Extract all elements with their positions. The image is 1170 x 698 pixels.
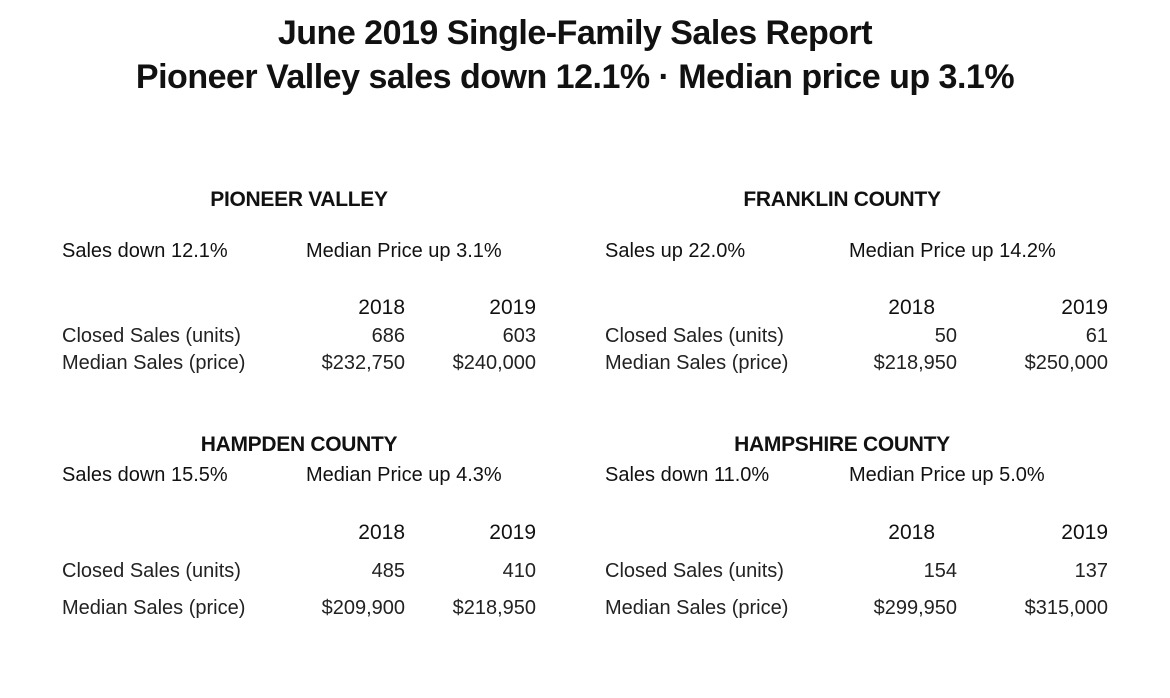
median-sales-2018: $209,900 (321, 597, 405, 619)
sales-change: Sales down 11.0% (605, 464, 770, 486)
year-header-2019: 2019 (1061, 521, 1108, 544)
closed-sales-2018: 50 (934, 325, 957, 347)
report-subtitle: Pioneer Valley sales down 12.1% · Median… (135, 58, 1015, 96)
closed-sales-2019: 410 (502, 560, 536, 582)
median-sales-2018: $218,950 (873, 352, 957, 374)
median-sales-label: Median Sales (price) (62, 597, 246, 619)
year-header-2019: 2019 (489, 296, 536, 319)
closed-sales-2019: 137 (1074, 560, 1108, 582)
closed-sales-2019: 603 (502, 325, 536, 347)
region-block-franklin-county: FRANKLIN COUNTY Sales up 22.0% Median Pr… (605, 188, 1108, 448)
region-heading: FRANKLIN COUNTY (743, 188, 941, 211)
sales-change: Sales down 12.1% (62, 240, 228, 262)
closed-sales-2018: 154 (923, 560, 957, 582)
year-header-2018: 2018 (888, 296, 935, 319)
sales-change: Sales down 15.5% (62, 464, 228, 486)
year-header-2019: 2019 (489, 521, 536, 544)
closed-sales-label: Closed Sales (units) (62, 325, 241, 347)
closed-sales-2018: 686 (371, 325, 405, 347)
price-change: Median Price up 14.2% (849, 240, 1056, 262)
median-sales-label: Median Sales (price) (605, 352, 789, 374)
year-header-2019: 2019 (1061, 296, 1108, 319)
region-block-pioneer-valley: PIONEER VALLEY Sales down 12.1% Median P… (62, 188, 562, 448)
closed-sales-2019: 61 (1085, 325, 1108, 347)
median-sales-2018: $299,950 (873, 597, 957, 619)
price-change: Median Price up 4.3% (306, 464, 502, 486)
median-sales-2019: $315,000 (1024, 597, 1108, 619)
price-change: Median Price up 3.1% (306, 240, 502, 262)
region-heading: HAMPDEN COUNTY (200, 433, 398, 456)
report-title: June 2019 Single-Family Sales Report (277, 14, 873, 52)
closed-sales-2018: 485 (371, 560, 405, 582)
median-sales-label: Median Sales (price) (605, 597, 789, 619)
sales-change: Sales up 22.0% (605, 240, 746, 262)
region-block-hampshire-county: HAMPSHIRE COUNTY Sales down 11.0% Median… (605, 433, 1108, 693)
year-header-2018: 2018 (358, 521, 405, 544)
median-sales-2019: $218,950 (452, 597, 536, 619)
year-header-2018: 2018 (358, 296, 405, 319)
closed-sales-label: Closed Sales (units) (605, 325, 784, 347)
median-sales-2019: $250,000 (1024, 352, 1108, 374)
median-sales-2019: $240,000 (452, 352, 536, 374)
region-heading: PIONEER VALLEY (210, 188, 388, 211)
year-header-2018: 2018 (888, 521, 935, 544)
closed-sales-label: Closed Sales (units) (605, 560, 784, 582)
median-sales-label: Median Sales (price) (62, 352, 246, 374)
region-block-hampden-county: HAMPDEN COUNTY Sales down 15.5% Median P… (62, 433, 562, 693)
price-change: Median Price up 5.0% (849, 464, 1045, 486)
median-sales-2018: $232,750 (321, 352, 405, 374)
closed-sales-label: Closed Sales (units) (62, 560, 241, 582)
region-heading: HAMPSHIRE COUNTY (734, 433, 950, 456)
